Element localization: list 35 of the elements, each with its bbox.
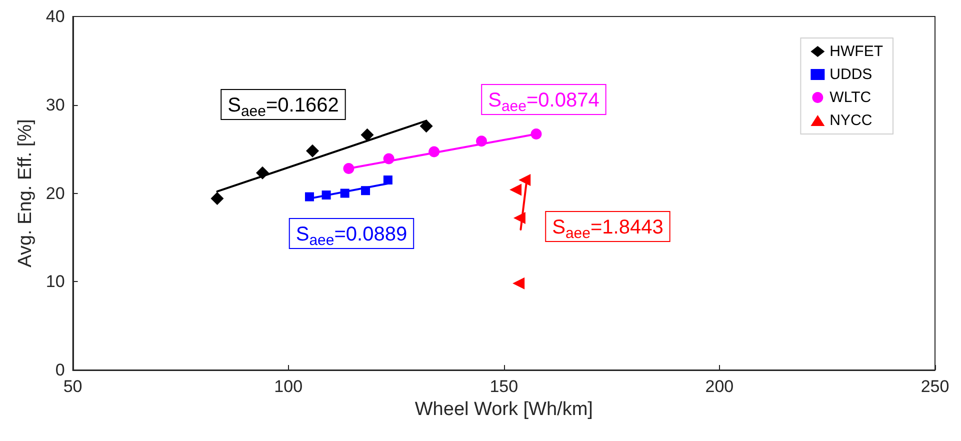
- point: [322, 190, 331, 200]
- y-tick-label: 30: [46, 95, 65, 114]
- x-tick-label: 150: [490, 377, 518, 396]
- x-tick-label: 100: [274, 377, 303, 396]
- x-tick-label: 50: [63, 377, 82, 396]
- y-tick-label: 20: [46, 184, 65, 203]
- point: [510, 184, 522, 196]
- x-tick-label: 250: [920, 377, 950, 396]
- point: [360, 128, 374, 142]
- point: [210, 192, 224, 206]
- point: [304, 192, 314, 202]
- legend-label: WLTC: [830, 89, 872, 106]
- y-tick-label: 0: [55, 360, 65, 380]
- legend-label: HWFET: [830, 43, 884, 60]
- point: [383, 153, 394, 164]
- point: [420, 120, 433, 133]
- x-axis-title: Wheel Work [Wh/km]: [414, 399, 593, 420]
- point: [383, 175, 392, 184]
- point: [518, 174, 531, 186]
- point: [512, 277, 525, 290]
- y-axis-title: Avg. Eng. Eff. [%]: [15, 119, 36, 268]
- point: [530, 128, 542, 140]
- point: [343, 163, 354, 174]
- x-tick-label: 200: [705, 377, 734, 396]
- point: [361, 186, 370, 196]
- legend-label: UDDS: [830, 66, 872, 83]
- point: [428, 146, 440, 158]
- point: [306, 144, 319, 158]
- point: [513, 212, 526, 224]
- point: [256, 166, 269, 180]
- y-tick-label: 10: [46, 272, 65, 292]
- point: [340, 188, 350, 198]
- point: [476, 136, 487, 147]
- legend-label: NYCC: [830, 112, 872, 129]
- y-tick-label: 40: [46, 7, 65, 26]
